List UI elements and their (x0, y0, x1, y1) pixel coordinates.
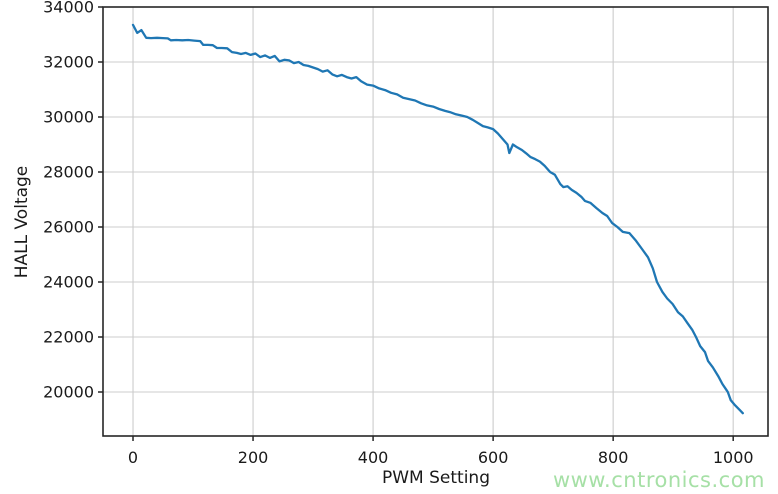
y-tick-label: 30000 (43, 108, 94, 127)
data-line (131, 23, 744, 415)
y-tick-label: 24000 (43, 273, 94, 292)
y-tick-label: 32000 (43, 53, 94, 72)
x-tick-label: 0 (128, 448, 138, 467)
watermark-text: www.cntronics.com (552, 468, 765, 492)
x-tick-label: 200 (238, 448, 269, 467)
x-axis-label: PWM Setting (381, 468, 491, 488)
y-tick-label: 20000 (43, 383, 94, 402)
x-tick-label: 600 (478, 448, 509, 467)
plot-border (102, 6, 769, 437)
y-axis-label: HALL Voltage (12, 165, 32, 279)
x-tick-label: 400 (358, 448, 389, 467)
y-tick-label: 26000 (43, 218, 94, 237)
y-tick-label: 28000 (43, 163, 94, 182)
x-tick-label: 800 (598, 448, 629, 467)
x-tick-label: 1000 (713, 448, 754, 467)
y-tick-label: 34000 (43, 0, 94, 17)
y-tick-label: 22000 (43, 328, 94, 347)
